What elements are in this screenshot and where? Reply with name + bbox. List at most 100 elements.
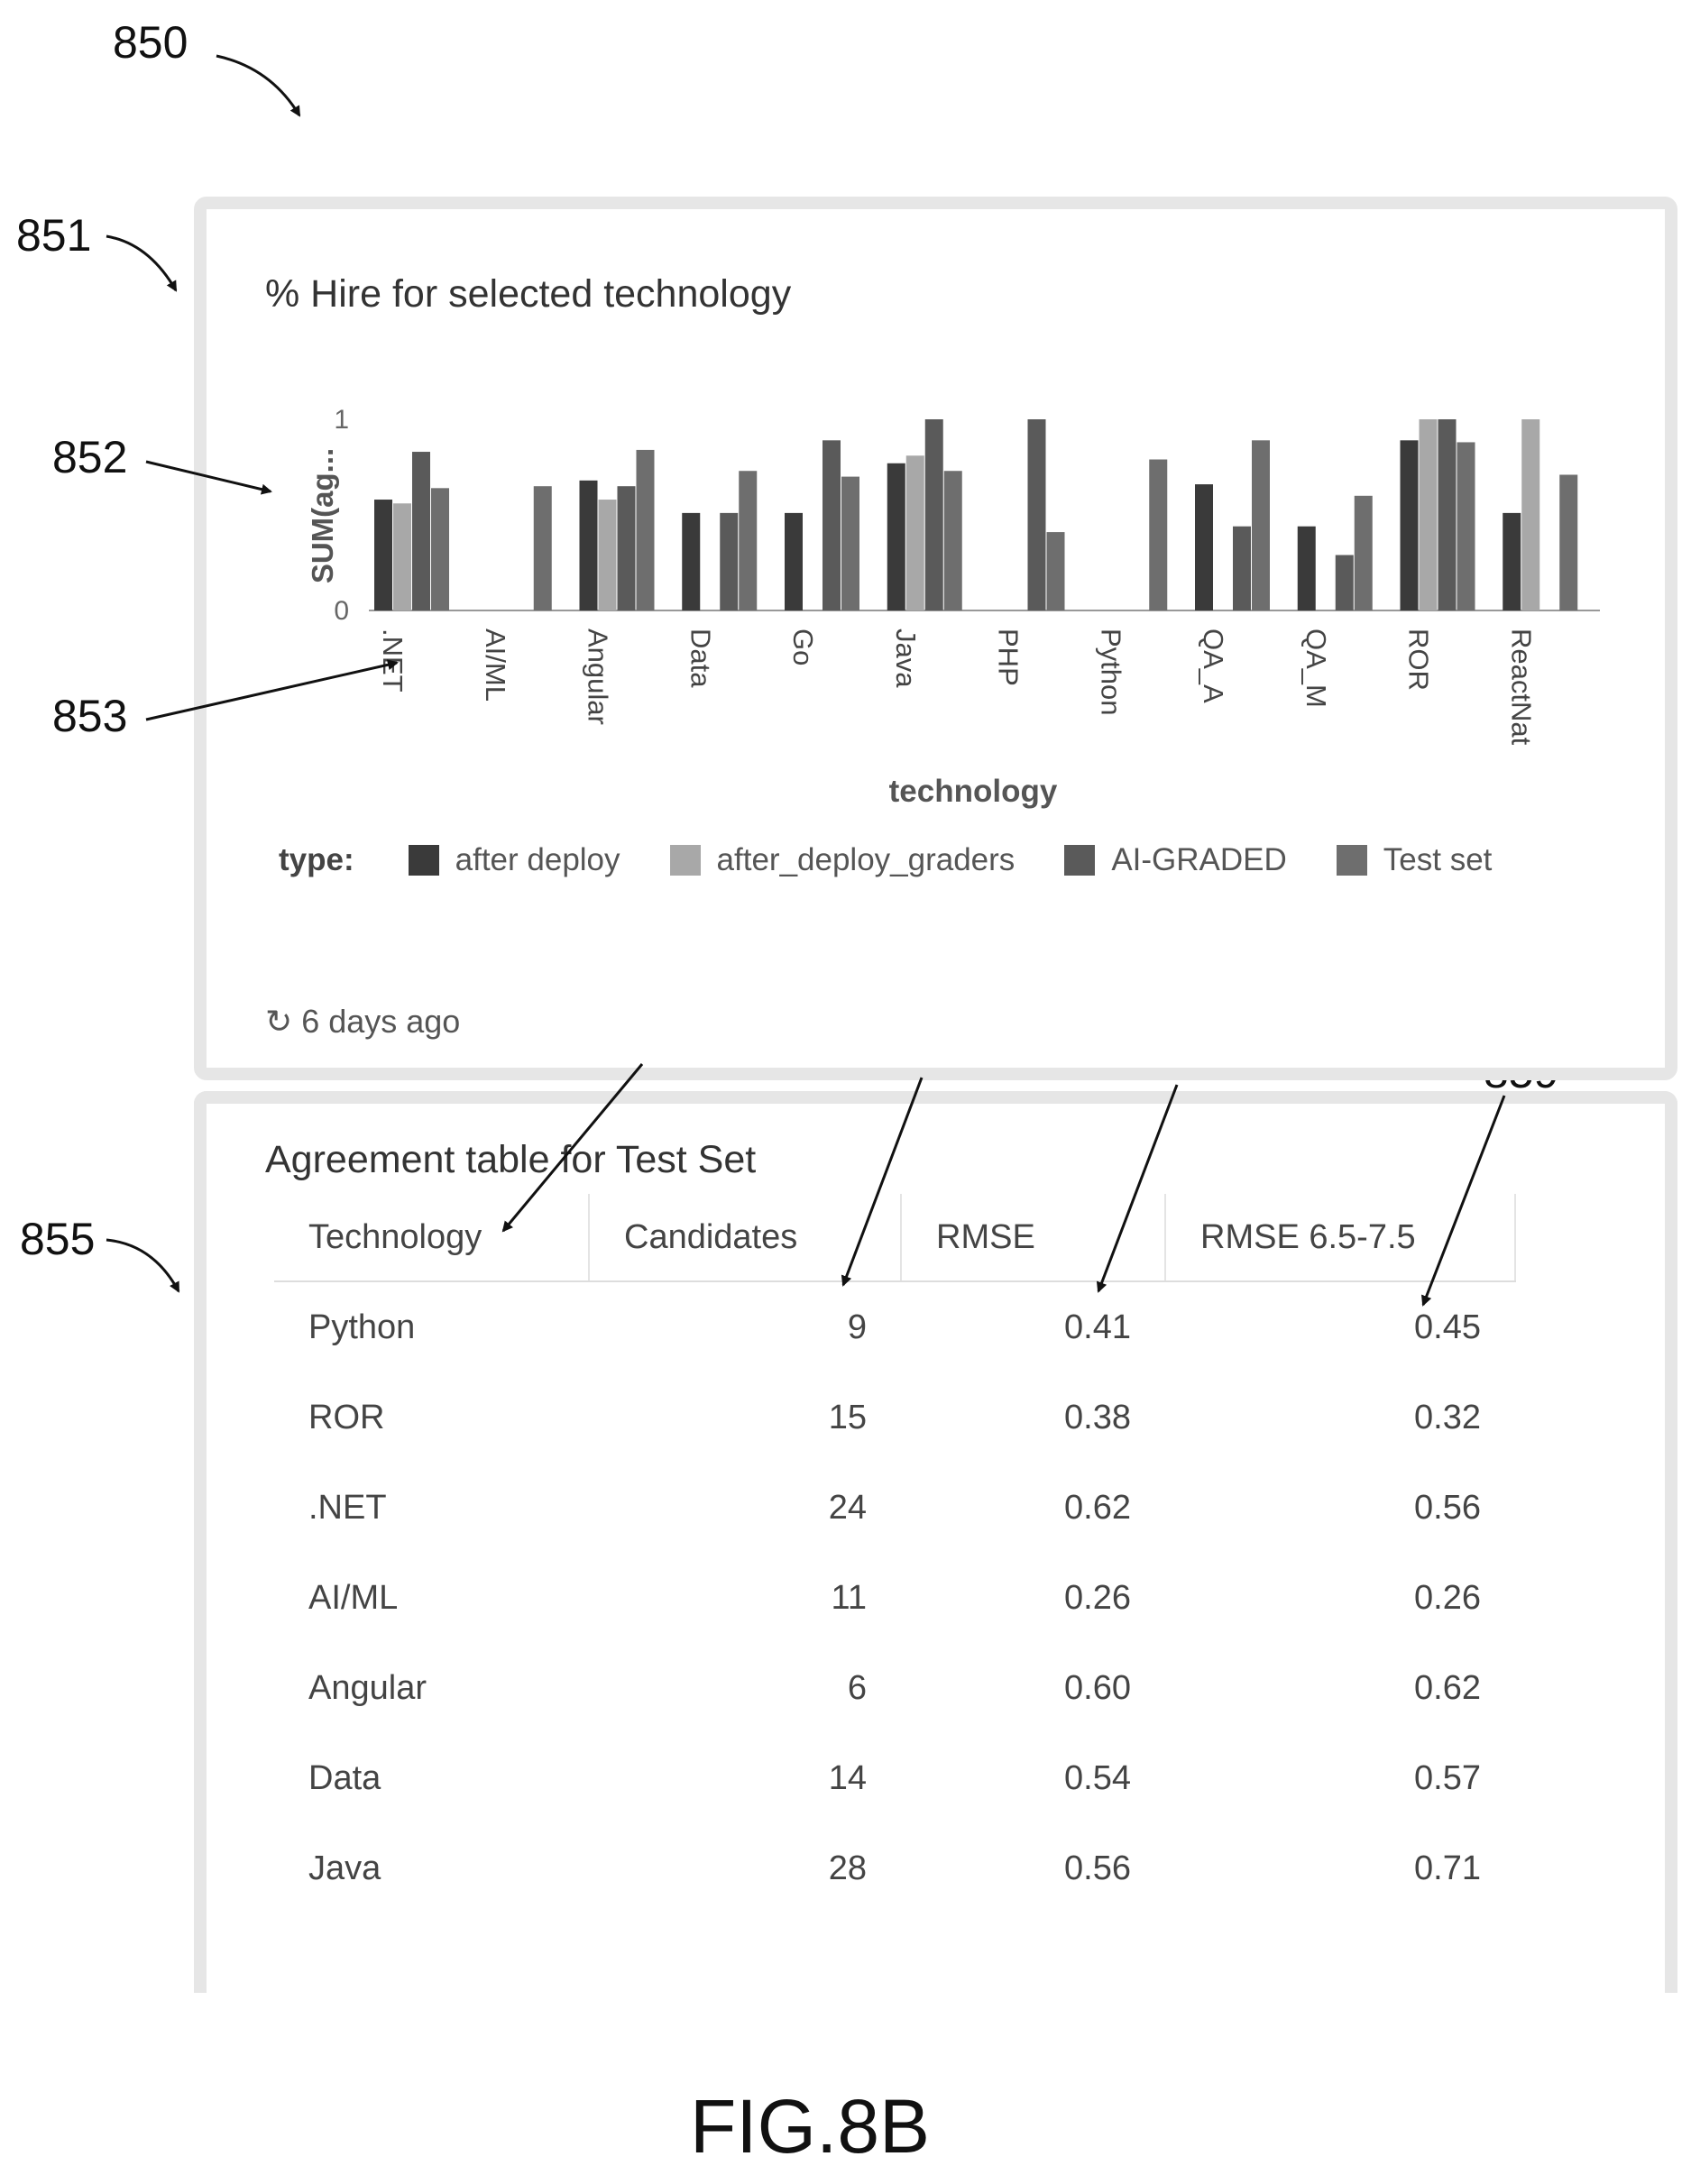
table-row[interactable]: Data 14 0.54 0.57 xyxy=(274,1733,1515,1823)
figure-label: FIG.8B xyxy=(690,2084,931,2169)
cell-rmse-range: 0.71 xyxy=(1414,1849,1481,1887)
legend-title: type: xyxy=(279,842,354,877)
x-tick-label: ReactNat xyxy=(1505,629,1537,746)
table-title: Agreement table for Test Set xyxy=(265,1138,757,1181)
ref-855: 855 xyxy=(20,1214,96,1264)
bar-after-deploy xyxy=(1195,484,1213,610)
cell-candidates: 11 xyxy=(831,1578,867,1617)
cell-rmse-range: 0.32 xyxy=(1414,1398,1481,1436)
bar-test-set xyxy=(841,476,859,610)
bar-after-deploy xyxy=(1400,440,1419,610)
bar-after-deploy xyxy=(1297,526,1316,610)
leader-850 xyxy=(216,54,301,117)
bar-ai-graded xyxy=(1438,419,1457,610)
bar-after-deploy xyxy=(374,500,392,610)
bar-after-deploy-graders xyxy=(1521,419,1540,610)
legend-swatch xyxy=(1064,845,1096,876)
last-updated: ↻ 6 days ago xyxy=(265,1003,460,1041)
x-tick-label: AI/ML xyxy=(480,629,511,702)
bar-after-deploy xyxy=(887,463,905,610)
bar-test-set xyxy=(1252,440,1270,610)
agreement-table: Technology Candidates RMSE RMSE 6.5-7.5 … xyxy=(274,1194,1516,1913)
legend-item-after-deploy-graders[interactable]: after_deploy_graders xyxy=(669,842,1016,878)
ref-850: 850 xyxy=(113,17,188,68)
legend-label: Test set xyxy=(1383,842,1493,877)
cell-rmse: 0.26 xyxy=(1064,1578,1131,1617)
x-axis-label: technology xyxy=(889,774,1058,809)
column-header-candidates[interactable]: Candidates xyxy=(589,1194,902,1282)
table-header-row: Technology Candidates RMSE RMSE 6.5-7.5 xyxy=(274,1194,1516,1282)
cell-rmse-range: 0.57 xyxy=(1414,1758,1481,1797)
legend-label: AI-GRADED xyxy=(1111,842,1287,877)
cell-candidates: 6 xyxy=(847,1668,867,1707)
bar-chart: 0 1 SUM(ag... .NET AI/ML Angular Data Go Java PHP… xyxy=(306,405,1600,809)
cell-technology: Java xyxy=(308,1849,381,1887)
cell-technology: Python xyxy=(308,1308,416,1346)
cell-rmse: 0.38 xyxy=(1064,1398,1131,1436)
bar-test-set xyxy=(431,488,449,610)
table-row[interactable]: Angular 6 0.60 0.62 xyxy=(274,1643,1515,1733)
bar-after-deploy-graders xyxy=(905,455,924,610)
x-tick-label: Go xyxy=(787,629,819,665)
bar-test-set xyxy=(943,471,962,610)
cell-rmse-range: 0.45 xyxy=(1414,1308,1481,1346)
legend-item-test-set[interactable]: Test set xyxy=(1336,842,1493,878)
chart-title: % Hire for selected technology xyxy=(265,272,792,316)
x-tick-label: .NET xyxy=(377,629,409,693)
legend-label: after_deploy_graders xyxy=(716,842,1016,877)
x-tick-label: QA_A xyxy=(1198,629,1229,703)
bar-after-deploy xyxy=(785,512,803,610)
bar-ai-graded xyxy=(617,486,636,610)
cell-technology: AI/ML xyxy=(308,1578,399,1617)
legend-item-ai-graded[interactable]: AI-GRADED xyxy=(1064,842,1287,878)
chart-legend: type: after deploy after_deploy_graders … xyxy=(279,842,1541,878)
bar-ai-graded xyxy=(924,419,943,610)
column-header-technology[interactable]: Technology xyxy=(274,1194,590,1282)
bar-ai-graded xyxy=(1233,526,1251,610)
legend-item-after-deploy[interactable]: after deploy xyxy=(408,842,620,878)
cell-technology: Data xyxy=(308,1758,381,1797)
table-row[interactable]: Java 28 0.56 0.71 xyxy=(274,1823,1515,1913)
bar-test-set xyxy=(636,449,655,610)
bar-ai-graded xyxy=(1027,419,1046,610)
y-tick-label: 1 xyxy=(334,405,349,435)
bar-test-set xyxy=(1149,459,1168,610)
cell-technology: .NET xyxy=(308,1488,387,1527)
cell-candidates: 9 xyxy=(847,1308,867,1346)
bar-after-deploy xyxy=(579,480,598,610)
chart-card: % Hire for selected technology 0 1 SUM(ag.… xyxy=(194,197,1677,1080)
cell-technology: Angular xyxy=(308,1668,427,1707)
leader-851 xyxy=(106,234,178,292)
x-tick-label: PHP xyxy=(993,629,1025,686)
cell-candidates: 24 xyxy=(828,1488,867,1527)
bar-test-set xyxy=(739,471,758,610)
cell-rmse: 0.54 xyxy=(1064,1758,1131,1797)
bar-test-set xyxy=(1354,495,1373,610)
leader-855 xyxy=(106,1238,180,1293)
x-tick-label: Angular xyxy=(583,629,614,725)
bar-after-deploy xyxy=(1503,512,1521,610)
table-row[interactable]: AI/ML 11 0.26 0.26 xyxy=(274,1553,1515,1643)
table-card: Agreement table for Test Set Technology … xyxy=(194,1091,1677,1993)
cell-rmse: 0.41 xyxy=(1064,1308,1131,1346)
legend-label: after deploy xyxy=(455,842,620,877)
table-row[interactable]: ROR 15 0.38 0.32 xyxy=(274,1372,1515,1463)
bar-test-set xyxy=(533,486,552,610)
table-row[interactable]: .NET 24 0.62 0.56 xyxy=(274,1463,1515,1553)
cell-rmse: 0.62 xyxy=(1064,1488,1131,1527)
bar-test-set xyxy=(1457,442,1475,610)
legend-swatch xyxy=(1336,845,1367,876)
refresh-icon[interactable]: ↻ xyxy=(265,1003,293,1040)
column-header-rmse[interactable]: RMSE xyxy=(901,1194,1166,1282)
bar-ai-graded xyxy=(412,452,430,610)
bar-test-set xyxy=(1046,532,1065,610)
y-axis-label: SUM(ag... xyxy=(306,448,339,583)
table-row[interactable]: Python 9 0.41 0.45 xyxy=(274,1281,1515,1372)
cell-candidates: 15 xyxy=(828,1398,867,1436)
legend-swatch xyxy=(408,845,439,876)
bar-ai-graded xyxy=(1335,555,1354,610)
column-header-rmse-range[interactable]: RMSE 6.5-7.5 xyxy=(1165,1194,1516,1282)
cell-technology: ROR xyxy=(308,1398,385,1436)
legend-swatch xyxy=(669,845,701,876)
x-tick-label: QA_M xyxy=(1300,629,1332,708)
